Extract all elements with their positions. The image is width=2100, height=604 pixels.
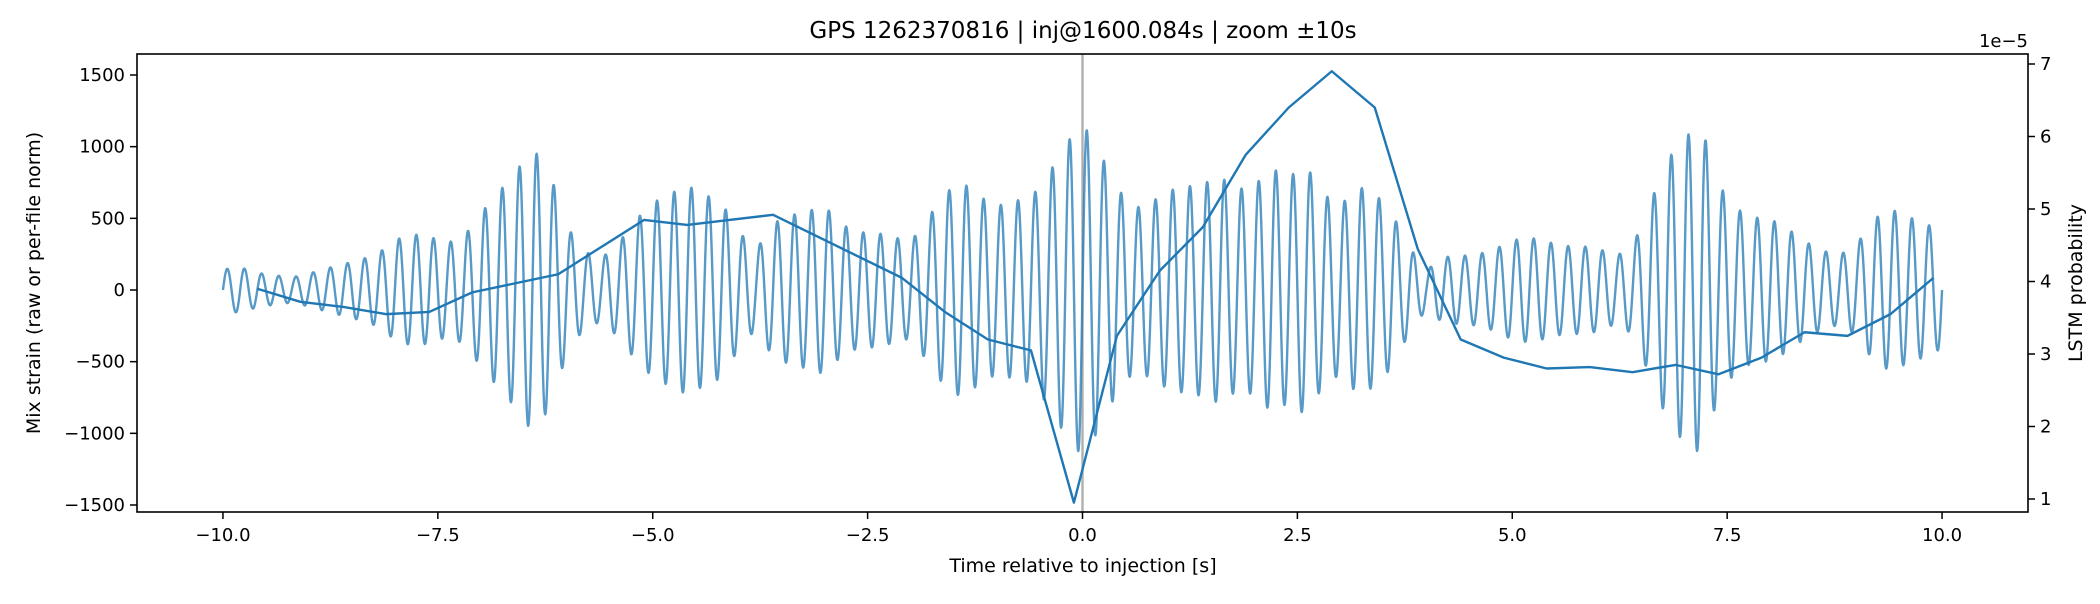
y2-tick-label: 7 bbox=[2040, 54, 2051, 75]
x-tick-label: −2.5 bbox=[846, 525, 890, 546]
x-axis-label: Time relative to injection [s] bbox=[948, 555, 1216, 577]
y-tick-label: 0 bbox=[114, 280, 125, 301]
y-tick-label: −500 bbox=[76, 352, 125, 373]
y-tick-label: 500 bbox=[91, 208, 125, 229]
y2-tick-label: 5 bbox=[2040, 199, 2051, 220]
chart-title: GPS 1262370816 | inj@1600.084s | zoom ±1… bbox=[809, 18, 1356, 44]
y-tick-label: −1500 bbox=[64, 495, 125, 516]
y2-offset-text: 1e−5 bbox=[1979, 31, 2028, 52]
x-tick-label: −10.0 bbox=[195, 525, 250, 546]
y-tick-label: 1500 bbox=[79, 65, 125, 86]
y2-tick-label: 1 bbox=[2040, 489, 2051, 510]
y-tick-label: −1000 bbox=[64, 423, 125, 444]
x-tick-label: 2.5 bbox=[1283, 525, 1312, 546]
y2-tick-label: 4 bbox=[2040, 272, 2051, 293]
x-tick-label: 0.0 bbox=[1068, 525, 1097, 546]
x-tick-label: 5.0 bbox=[1498, 525, 1527, 546]
x-tick-label: −5.0 bbox=[631, 525, 675, 546]
y2-tick-label: 3 bbox=[2040, 344, 2051, 365]
x-tick-label: 10.0 bbox=[1922, 525, 1962, 546]
x-tick-label: −7.5 bbox=[416, 525, 460, 546]
y2-tick-label: 2 bbox=[2040, 417, 2051, 438]
y2-axis-label: LSTM probability bbox=[2065, 204, 2087, 362]
y-axis-label: Mix strain (raw or per-file norm) bbox=[23, 132, 45, 434]
y2-tick-label: 6 bbox=[2040, 127, 2051, 148]
x-tick-label: 7.5 bbox=[1713, 525, 1742, 546]
y-tick-label: 1000 bbox=[79, 137, 125, 158]
